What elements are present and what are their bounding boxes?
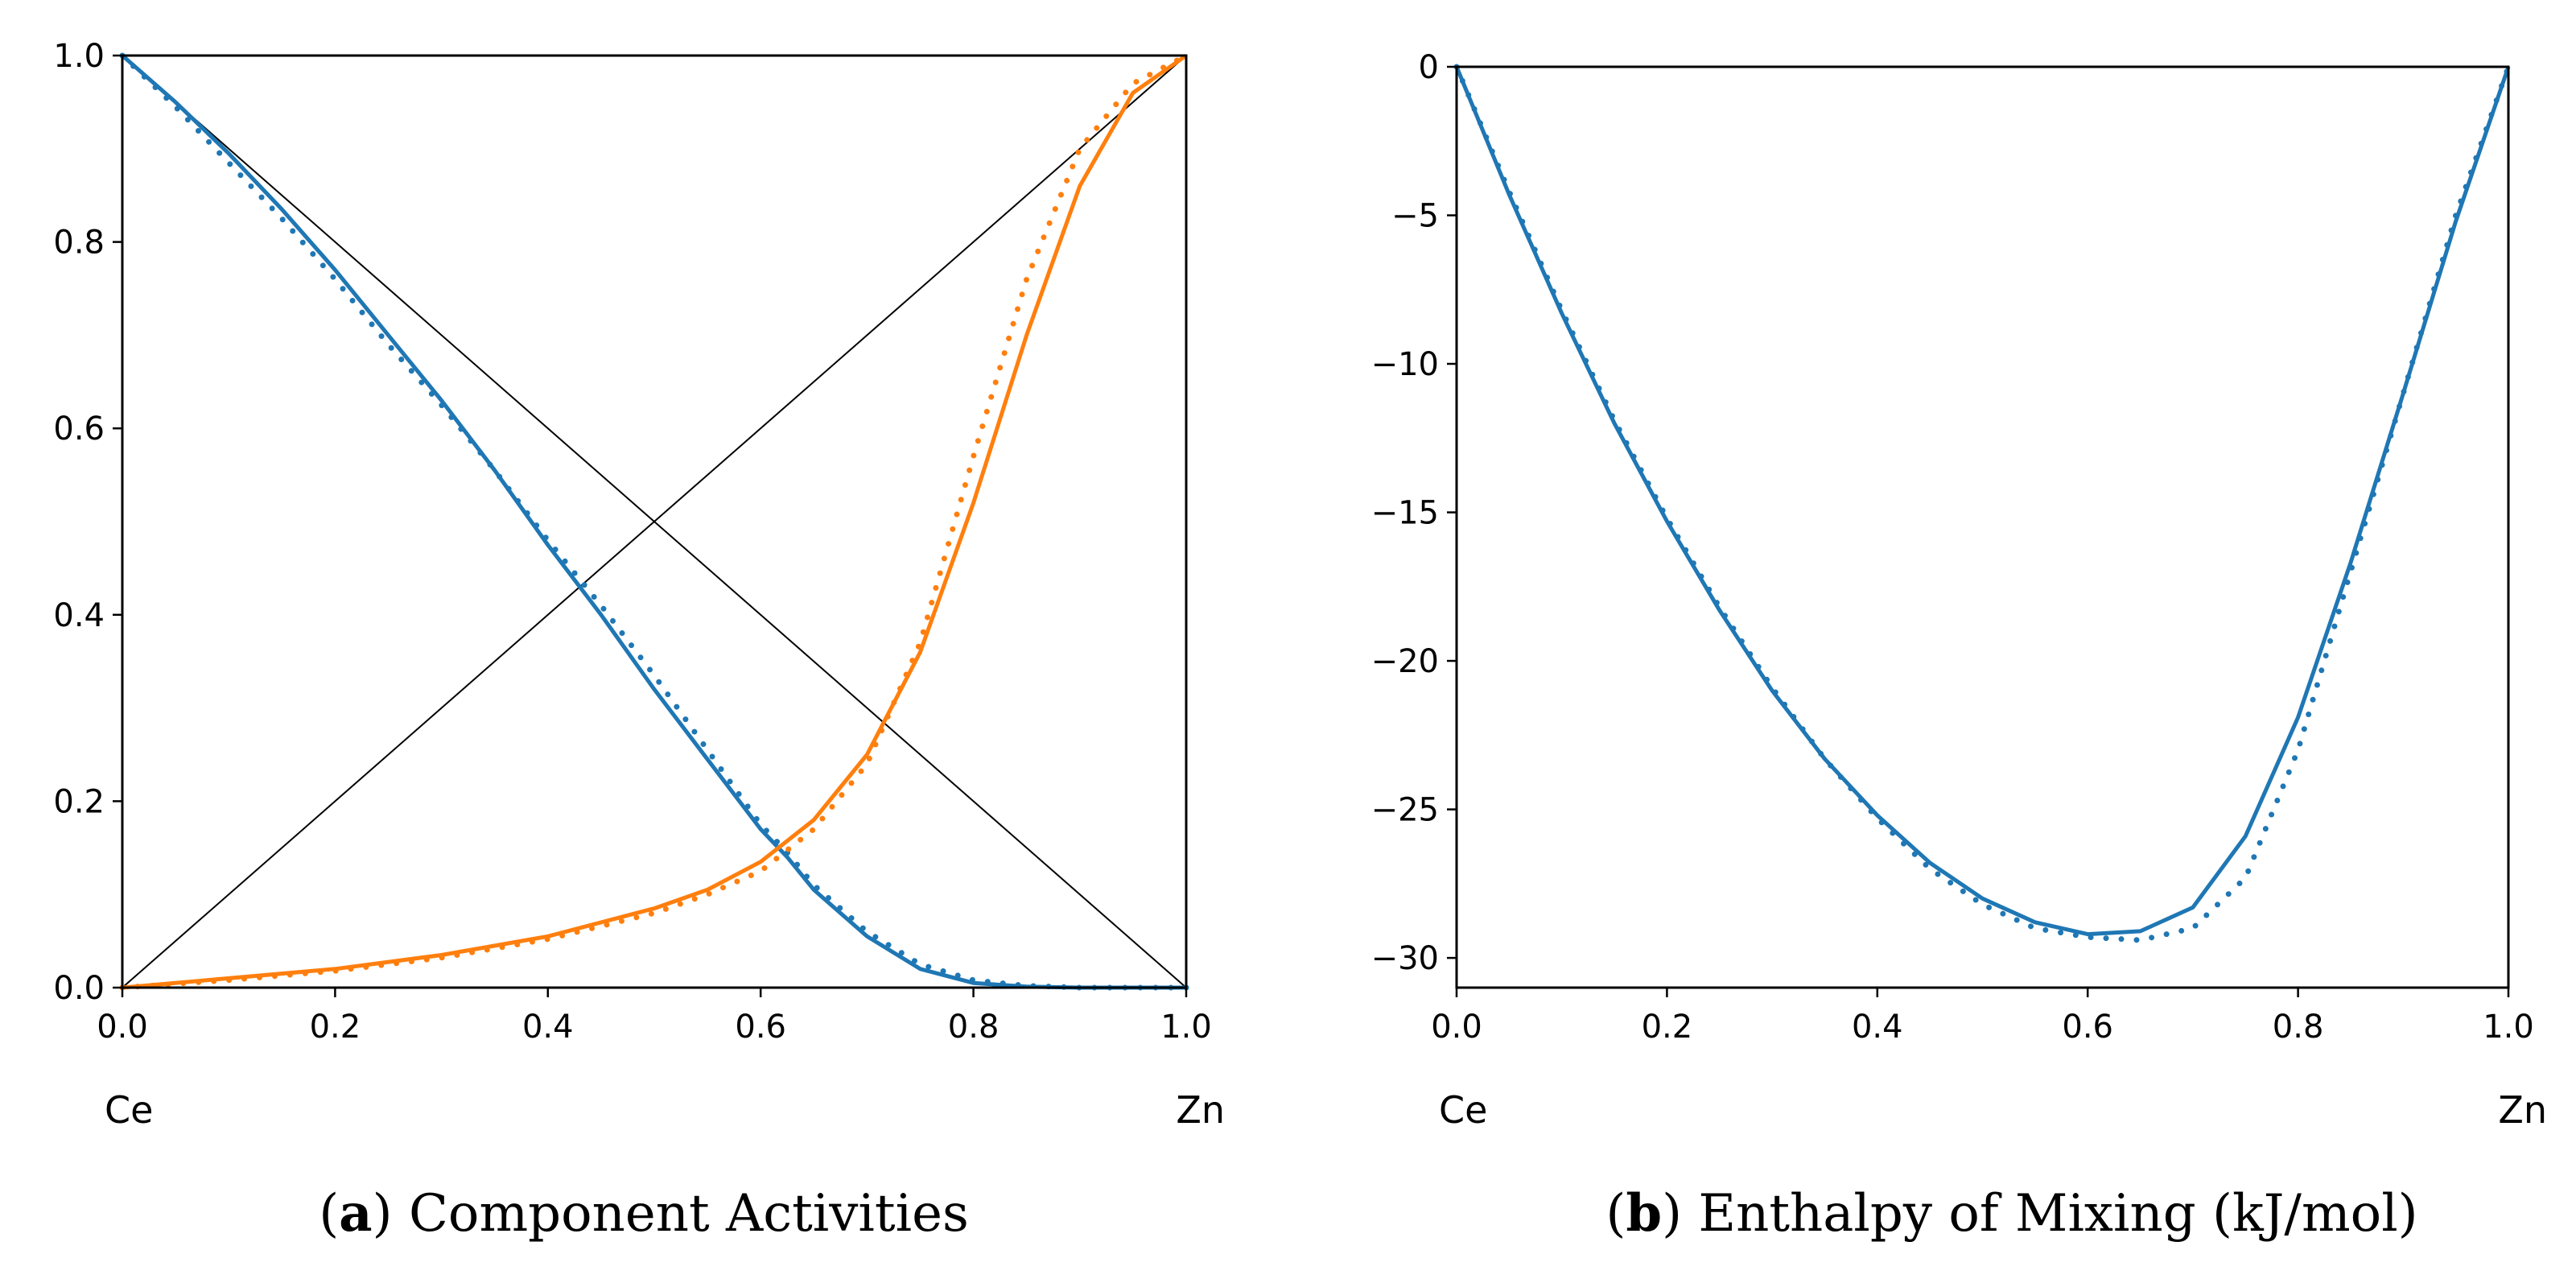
- a-xtick-label: 0.4: [522, 1009, 574, 1046]
- b-xtick-label: 0.8: [2273, 1009, 2324, 1046]
- a-ytick-label: 0.8: [53, 225, 105, 262]
- b-ytick-label: 0: [1419, 49, 1439, 86]
- a-label-ce: Ce: [105, 1088, 153, 1132]
- a-axes-frame: [121, 54, 1188, 989]
- caption-b: (b) Enthalpy of Mixing (kJ/mol): [1605, 1183, 2418, 1244]
- a-xtick-label: 0.6: [735, 1009, 786, 1046]
- a-ytick-label: 0.6: [53, 411, 105, 448]
- a-xtick-label: 0.8: [948, 1009, 999, 1046]
- b-xtick-label: 0.0: [1431, 1009, 1482, 1046]
- b-label-zn: Zn: [2498, 1088, 2547, 1132]
- a-series-2: [122, 53, 1188, 990]
- a-series-0: [121, 54, 1186, 990]
- a-series-3: [119, 52, 1189, 991]
- caption-b-text: Enthalpy of Mixing (kJ/mol): [1698, 1184, 2418, 1244]
- a-ideal-zn-line: [122, 55, 1187, 988]
- caption-b-letter: b: [1626, 1183, 1663, 1244]
- b-ytick-label: −25: [1371, 792, 1439, 829]
- a-xtick-label: 1.0: [1160, 1009, 1212, 1046]
- b-ytick-label: −30: [1371, 940, 1439, 977]
- b-axes-frame: [1455, 65, 2510, 989]
- b-xtick-label: 0.4: [1852, 1009, 1903, 1046]
- b-xtick-label: 1.0: [2483, 1009, 2534, 1046]
- caption-a-text: Component Activities: [408, 1184, 969, 1244]
- a-ytick-label: 0.2: [53, 783, 105, 820]
- b-xtick-label: 0.2: [1642, 1009, 1693, 1046]
- a-xtick-label: 0.2: [310, 1009, 361, 1046]
- a-ytick-label: 1.0: [53, 38, 105, 75]
- b-ytick-label: −5: [1391, 198, 1439, 235]
- caption-a-letter: a: [339, 1183, 373, 1244]
- panel-b-enthalpy: 0.0 0.2 0.4 0.6 0.8 1.0 0 −5 −10 −15 −20 −25 −30 Ce Zn: [1371, 49, 2547, 1132]
- caption-a: (a) Component Activities: [319, 1183, 969, 1244]
- panel-a-activities: 0.0 0.2 0.4 0.6 0.8 1.0 0.0 0.2 0.4 0.6 0.8 1.0 Ce Zn: [53, 38, 1225, 1132]
- a-xtick-label: 0.0: [97, 1009, 148, 1046]
- a-ytick-label: 0.0: [53, 970, 105, 1007]
- b-ytick-label: −10: [1371, 346, 1439, 383]
- b-series-1: [1453, 64, 2512, 943]
- a-ytick-label: 0.4: [53, 597, 105, 634]
- b-ytick-label: −15: [1371, 495, 1439, 532]
- b-label-ce: Ce: [1439, 1088, 1487, 1132]
- b-ytick-label: −20: [1371, 643, 1439, 680]
- b-series-0: [1454, 66, 2511, 937]
- a-label-zn: Zn: [1176, 1088, 1225, 1132]
- b-xtick-label: 0.6: [2062, 1009, 2113, 1046]
